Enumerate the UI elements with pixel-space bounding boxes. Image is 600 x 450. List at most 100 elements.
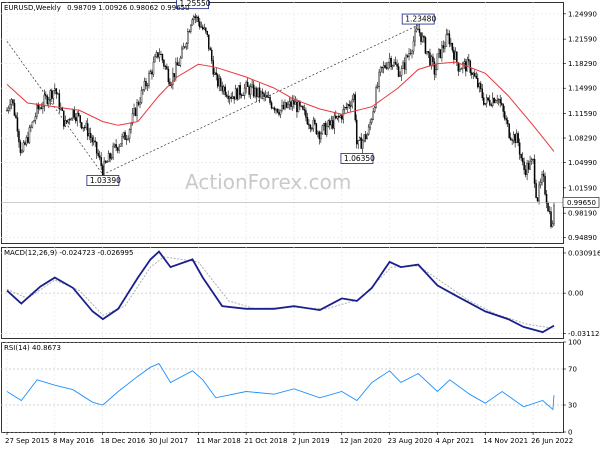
y-tick-label: 1.24990 xyxy=(568,10,597,18)
candle-body xyxy=(324,123,327,135)
candle-body xyxy=(45,94,47,97)
candle-body xyxy=(456,51,458,63)
candle-body xyxy=(74,117,77,122)
candle-body xyxy=(173,73,176,78)
candle-body xyxy=(391,65,394,68)
y-tick-label: 0 xyxy=(568,429,572,437)
x-tick-label: 11 Mar 2018 xyxy=(196,437,240,445)
candle-body xyxy=(213,72,216,75)
candle-body xyxy=(39,107,41,110)
candle-body xyxy=(137,102,140,105)
candle-body xyxy=(305,110,307,118)
candle-body xyxy=(36,104,38,117)
candle-body xyxy=(333,115,336,129)
candle-body xyxy=(261,91,264,94)
candle-body xyxy=(273,107,276,111)
candle-body xyxy=(344,107,346,110)
candle-body xyxy=(402,62,404,69)
candle-body xyxy=(76,113,78,122)
candle-body xyxy=(221,86,223,92)
candle-body xyxy=(282,104,285,110)
y-tick-label: 1.21590 xyxy=(568,36,597,44)
candle-body xyxy=(520,154,522,159)
candle-body xyxy=(367,126,370,135)
y-tick-label: 1.18290 xyxy=(568,60,597,68)
candle-body xyxy=(134,108,137,116)
candle-body xyxy=(484,103,487,105)
candle-body xyxy=(378,71,380,87)
candle-body xyxy=(222,86,225,92)
candle-body xyxy=(442,45,445,49)
candle-body xyxy=(457,62,460,72)
candle-body xyxy=(125,139,128,141)
candle-body xyxy=(517,133,519,143)
candle-body xyxy=(460,68,463,70)
candle-body xyxy=(148,73,150,86)
candle-body xyxy=(303,109,306,111)
x-tick-label: 8 May 2016 xyxy=(53,437,95,445)
candle-body xyxy=(539,182,542,186)
candle-body xyxy=(119,143,122,147)
candle-body xyxy=(54,88,56,92)
candle-body xyxy=(381,66,383,69)
candle-body xyxy=(515,133,518,144)
candle-body xyxy=(393,61,395,66)
y-tick-label: 0.94890 xyxy=(568,234,597,242)
candle-body xyxy=(170,84,173,86)
candle-body xyxy=(474,72,476,77)
candle-body xyxy=(530,159,533,162)
candle-body xyxy=(284,102,286,110)
candle-body xyxy=(338,115,340,118)
candle-body xyxy=(104,160,107,163)
candle-body xyxy=(209,48,212,51)
candle-body xyxy=(34,116,37,121)
candle-body xyxy=(208,34,210,49)
candle-body xyxy=(547,203,549,212)
candle-body xyxy=(13,102,16,116)
candle-body xyxy=(154,56,156,63)
candle-body xyxy=(326,126,328,135)
candle-body xyxy=(92,140,95,143)
candle-body xyxy=(128,129,131,139)
candle-body xyxy=(291,100,294,107)
candle-body xyxy=(212,60,214,75)
candle-body xyxy=(493,97,495,103)
candle-body xyxy=(436,53,439,70)
x-tick-label: 27 Sep 2015 xyxy=(5,437,49,445)
x-tick-label: 26 Jun 2022 xyxy=(531,437,573,445)
candle-body xyxy=(190,24,192,32)
candle-body xyxy=(115,144,117,148)
candle-body xyxy=(500,102,503,105)
candle-body xyxy=(83,127,86,129)
candle-body xyxy=(85,123,87,128)
candle-body xyxy=(360,137,362,149)
x-tick-label: 12 Jan 2020 xyxy=(340,437,382,445)
x-axis: 27 Sep 2015 8 May 2016 18 Dec 2016 30 Jul 2… xyxy=(5,432,573,445)
candle-body xyxy=(72,108,74,119)
x-tick-label: 23 Aug 2020 xyxy=(388,437,433,445)
candle-body xyxy=(80,122,83,129)
candle-body xyxy=(488,99,491,105)
candle-body xyxy=(202,26,204,30)
candle-body xyxy=(373,107,376,112)
candle-body xyxy=(542,173,545,177)
candle-body xyxy=(400,68,403,76)
y-tick-label: 70 xyxy=(568,366,577,374)
candle-body xyxy=(527,162,530,170)
candle-body xyxy=(538,184,540,202)
price-annotation-label: 1.06350 xyxy=(344,154,375,163)
candle-body xyxy=(191,19,194,26)
candle-body xyxy=(200,26,203,28)
candle-body xyxy=(332,120,334,129)
candle-body xyxy=(184,46,186,48)
candle-body xyxy=(312,119,315,130)
candle-body xyxy=(518,142,521,155)
candle-body xyxy=(269,96,271,103)
candle-body xyxy=(494,100,497,103)
candle-body xyxy=(468,59,470,62)
candle-body xyxy=(55,88,58,95)
candle-body xyxy=(122,132,125,137)
candle-body xyxy=(323,123,325,127)
candle-body xyxy=(278,112,280,115)
candle-body xyxy=(466,59,469,72)
